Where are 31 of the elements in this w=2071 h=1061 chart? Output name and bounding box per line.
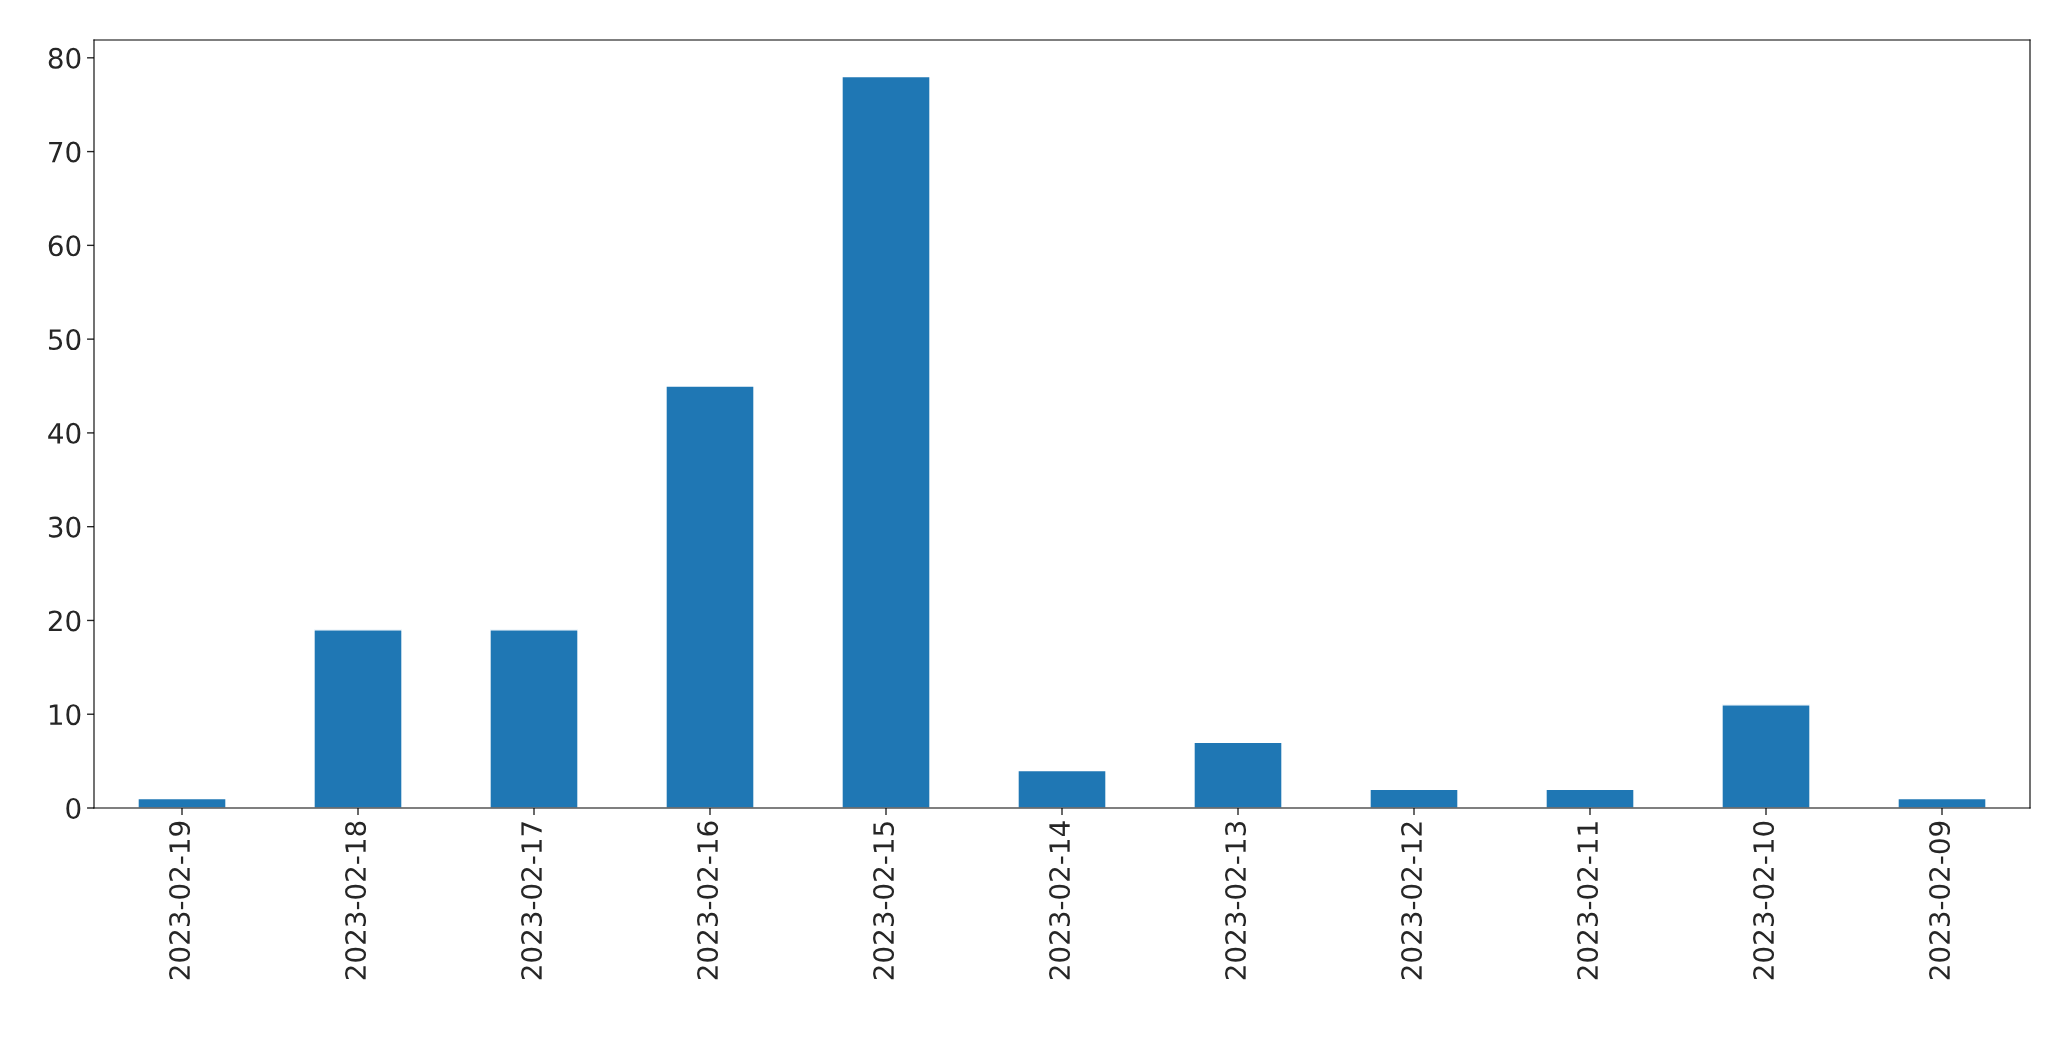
bar (489, 629, 579, 808)
bar (1193, 741, 1283, 808)
x-tick-label: 2023-02-09 (1929, 821, 1951, 980)
bar (841, 75, 931, 808)
y-tick-label: 20 (48, 610, 81, 632)
x-tick-label: 2023-02-13 (1225, 822, 1247, 980)
bar (665, 385, 755, 808)
y-tick-label: 60 (48, 235, 81, 257)
y-tick-label: 80 (48, 47, 81, 69)
x-tick-label: 2023-02-10 (1753, 821, 1775, 980)
y-tick-label: 70 (49, 141, 81, 163)
bar (137, 797, 227, 808)
bar (1721, 704, 1811, 808)
x-tick-label: 2023-02-19 (169, 821, 191, 980)
y-tick-label: 30 (48, 516, 81, 538)
bar (1897, 797, 1987, 808)
x-tick-label: 2023-02-14 (1049, 821, 1071, 980)
x-tick-label: 2023-02-17 (521, 822, 543, 980)
x-tick-label: 2023-02-18 (345, 821, 367, 980)
bar (1545, 788, 1635, 808)
x-tick-label: 2023-02-12 (1401, 822, 1423, 980)
y-tick-label: 10 (49, 704, 81, 726)
bar (1369, 788, 1459, 808)
y-tick-label: 0 (66, 797, 81, 819)
y-tick-label: 50 (48, 329, 81, 351)
x-tick-label: 2023-02-16 (697, 821, 719, 980)
bar (313, 629, 403, 808)
y-tick-label: 40 (48, 422, 81, 444)
x-tick-label: 2023-02-11 (1577, 822, 1599, 980)
x-tick-label: 2023-02-15 (873, 822, 895, 980)
bar (1017, 769, 1107, 808)
